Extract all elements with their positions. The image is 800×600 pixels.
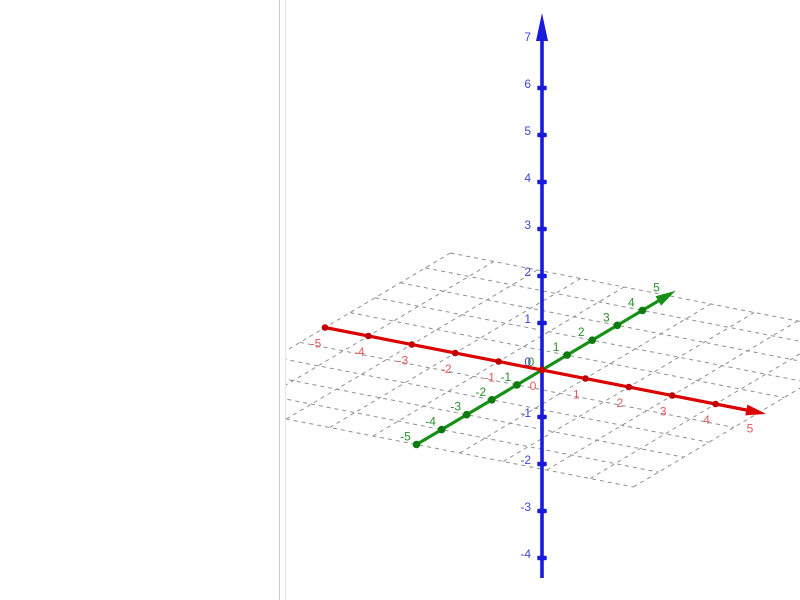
- z-axis-arrowhead: [536, 13, 548, 41]
- z-axis-tick: [537, 273, 547, 279]
- z-axis-tick: [537, 179, 547, 185]
- grid-line-x-direction: [286, 378, 684, 458]
- z-axis-tick: [537, 508, 547, 514]
- z-axis-tick: [537, 85, 547, 91]
- y-axis-tick-dot: [488, 396, 496, 404]
- y-axis-tick-dot: [412, 440, 421, 449]
- x-axis-label: 5: [747, 422, 754, 436]
- z-axis-label: 4: [524, 171, 531, 185]
- y-axis-label: 1: [553, 340, 560, 354]
- y-axis-label: 0: [528, 355, 535, 369]
- grid-line-x-direction: [286, 398, 659, 473]
- z-axis-label: 1: [524, 312, 531, 326]
- y-axis-label: -4: [425, 415, 436, 429]
- y-axis-tick-dot: [613, 321, 622, 330]
- grid-line-x-direction: [286, 418, 634, 488]
- z-axis-tick: [537, 555, 547, 561]
- z-axis-tick: [537, 132, 547, 138]
- y-axis-tick-dot: [513, 381, 521, 389]
- z-axis-label: 7: [524, 30, 531, 44]
- y-axis-tick-dot: [462, 410, 471, 419]
- z-axis-label: -4: [520, 547, 531, 561]
- x-axis-tick-dot: [321, 324, 329, 331]
- grid-line-x-direction: [350, 312, 785, 399]
- y-axis-label: -2: [475, 385, 486, 399]
- z-axis-label: 5: [524, 124, 531, 138]
- z-axis-label: 0: [524, 355, 531, 369]
- grid-line-x-direction: [286, 358, 709, 443]
- divider-right-border: [285, 0, 286, 600]
- x-axis-label: 3: [660, 405, 667, 419]
- panel-divider[interactable]: [279, 0, 286, 600]
- x-axis-tick-dot: [365, 332, 372, 340]
- y-axis-label: 3: [603, 310, 610, 324]
- z-axis-tick: [537, 320, 547, 326]
- z-axis-label: -2: [520, 453, 531, 467]
- x-axis-label: -4: [354, 345, 365, 359]
- grid-line-x-direction: [425, 267, 800, 342]
- y-axis-tick-dot: [563, 351, 571, 359]
- x-axis-label: 0: [530, 379, 537, 393]
- x-axis-label: -3: [397, 354, 408, 368]
- grid-line-x-direction: [375, 297, 800, 382]
- y-axis-tick-dot: [437, 425, 446, 434]
- grid-line-x-direction: [299, 341, 734, 428]
- y-axis-label: 5: [653, 281, 660, 295]
- x-axis-label: 2: [616, 396, 623, 410]
- x-axis-label: 4: [703, 413, 710, 427]
- y-axis-label: 4: [628, 295, 635, 309]
- z-axis-label: 6: [524, 77, 531, 91]
- grid-line-x-direction: [450, 252, 800, 322]
- z-axis-tick: [537, 461, 547, 467]
- grid-line-x-direction: [400, 282, 800, 362]
- x-axis-arrowhead: [745, 404, 766, 416]
- x-axis-tick-dot: [582, 375, 589, 382]
- y-axis-arrowhead: [655, 290, 676, 306]
- z-axis-label: 2: [524, 265, 531, 279]
- divider-left-border: [279, 0, 280, 600]
- x-axis-label: 1: [573, 388, 580, 402]
- x-axis-label: -2: [441, 362, 452, 376]
- z-axis-label: 3: [524, 218, 531, 232]
- y-axis-label: -1: [501, 370, 512, 384]
- x-axis-tick-dot: [668, 392, 676, 399]
- axis-labels: -5-4-3-2-1012345-5-4-3-2-1012345-4-3-2-1…: [311, 30, 754, 561]
- z-axis-tick: [537, 414, 547, 420]
- y-axis-tick-dot: [588, 336, 596, 345]
- y-axis-label: -3: [450, 400, 461, 414]
- x-axis-label: -5: [311, 337, 322, 351]
- z-axis-tick: [537, 226, 547, 232]
- origin-point: [538, 366, 546, 374]
- y-axis-label: -5: [400, 430, 411, 444]
- z-axis[interactable]: [536, 13, 548, 578]
- z-axis-label: -3: [520, 500, 531, 514]
- z-axis-label: -1: [520, 406, 531, 420]
- algebra-panel[interactable]: [0, 0, 279, 600]
- x-axis-label: -1: [484, 371, 495, 385]
- y-axis-label: 2: [578, 325, 585, 339]
- x-axis-tick-dot: [408, 341, 416, 348]
- y-axis-tick-dot: [638, 306, 647, 315]
- x-axis-tick-dot: [495, 358, 502, 365]
- x-axis-tick-dot: [625, 383, 633, 391]
- x-axis-tick-dot: [712, 400, 719, 408]
- scene-root: -5-4-3-2-1012345-5-4-3-2-1012345-4-3-2-1…: [286, 13, 800, 578]
- x-axis-tick-dot: [451, 349, 459, 357]
- grid-line-y-direction: [633, 387, 800, 488]
